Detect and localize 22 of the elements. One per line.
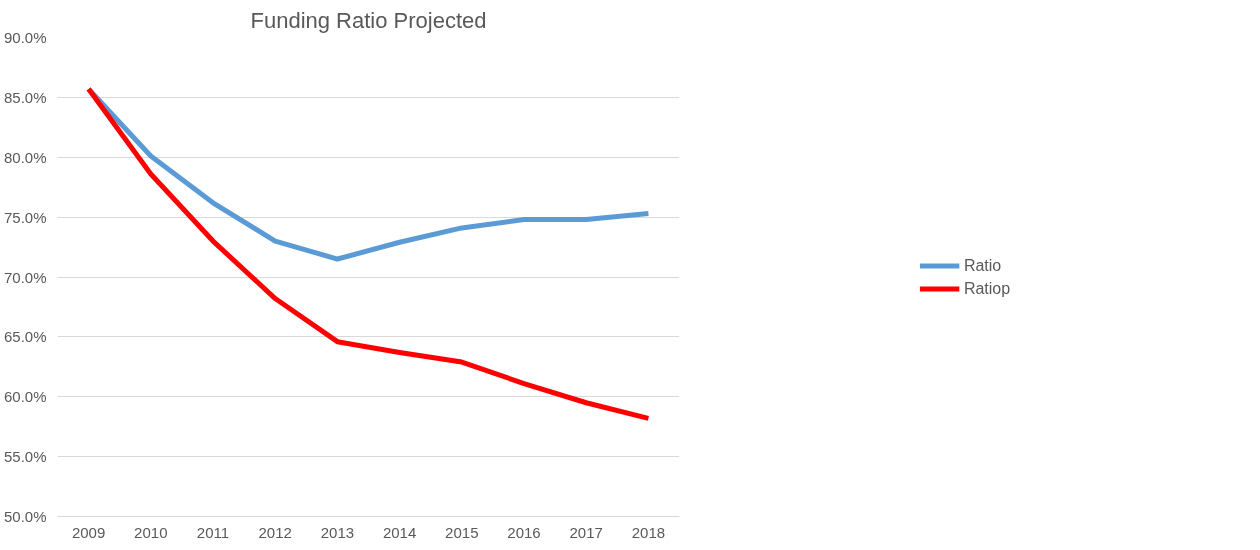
x-tick-label: 2018 — [631, 523, 666, 541]
legend-label: Ratio — [963, 256, 1002, 274]
x-tick-label: 2017 — [569, 523, 603, 541]
x-tick-label: 2013 — [320, 523, 355, 541]
x-tick-label: 2012 — [258, 523, 292, 541]
x-tick-label: 2010 — [134, 523, 168, 541]
x-tick-label: 2015 — [445, 523, 479, 541]
y-tick-label: 60.0% — [3, 388, 47, 406]
y-tick-label: 80.0% — [3, 148, 47, 166]
y-tick-label: 90.0% — [3, 29, 47, 46]
y-tick-label: 75.0% — [3, 208, 47, 226]
y-tick-label: 65.0% — [3, 328, 47, 346]
y-tick-label: 70.0% — [3, 268, 47, 286]
legend-label: Ratiop — [963, 279, 1011, 297]
x-tick-label: 2016 — [507, 523, 541, 541]
x-tick-label: 2011 — [196, 523, 230, 541]
x-tick-label: 2009 — [71, 523, 106, 541]
chart-title: Funding Ratio Projected — [250, 7, 487, 33]
y-tick-label: 85.0% — [3, 88, 47, 106]
y-tick-label: 50.0% — [3, 508, 47, 525]
x-tick-label: 2014 — [382, 523, 417, 541]
y-tick-label: 55.0% — [3, 448, 47, 466]
